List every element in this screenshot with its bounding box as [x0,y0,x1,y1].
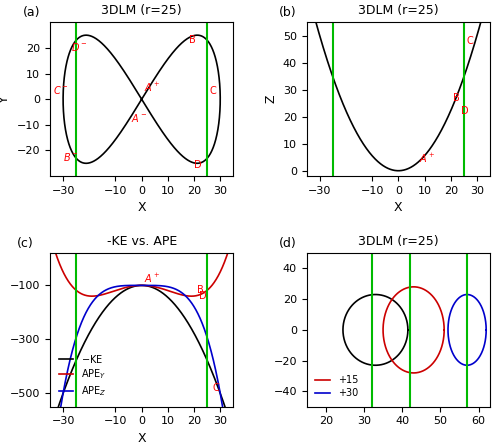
Text: D: D [194,160,202,170]
APE$_Z$ [138,283,144,288]
Text: $A^+$: $A^+$ [144,80,160,93]
Text: $B^-$: $B^-$ [63,151,79,163]
Text: D: D [200,291,207,301]
APE$_Y$ [190,293,196,299]
Line: APE$_Y$: APE$_Y$ [55,252,228,296]
APE$_Z$ [52,441,58,446]
Line: $-$KE: $-$KE [55,285,228,416]
APE$_Y$ [187,294,193,299]
Text: $D^-$: $D^-$ [71,41,88,53]
$-$KE [128,285,134,290]
Text: (c): (c) [17,237,34,250]
Text: C: C [210,86,216,96]
Text: C: C [212,383,219,392]
Text: $A^-$: $A^-$ [131,112,148,124]
APE$_Y$ [128,283,134,289]
Title: 3DLM (r=25): 3DLM (r=25) [358,235,438,248]
APE$_Z$ [128,283,134,288]
Y-axis label: APE: APE [0,318,4,342]
Text: $A^+$: $A^+$ [420,152,436,164]
Title: 3DLM (r=25): 3DLM (r=25) [358,4,438,17]
$-$KE [171,301,177,307]
X-axis label: X: X [394,202,402,215]
Title: 3DLM (r=25): 3DLM (r=25) [102,4,182,17]
APE$_Z$ [171,286,177,291]
APE$_Z$ [187,299,193,304]
$-$KE [122,287,128,293]
X-axis label: X: X [138,202,146,215]
$-$KE [70,365,76,371]
Title: -KE vs. APE: -KE vs. APE [106,235,177,248]
Text: C: C [466,36,473,46]
Text: (b): (b) [279,6,297,19]
APE$_Z$ [225,441,231,446]
Text: (a): (a) [22,6,40,19]
Y-axis label: Z: Z [264,95,278,104]
Y-axis label: Y: Y [0,95,11,103]
$-$KE [52,413,58,419]
$-$KE [187,324,193,329]
APE$_Y$ [225,249,231,255]
Text: (d): (d) [279,237,297,250]
APE$_Y$ [70,284,76,290]
X-axis label: X: X [138,432,146,445]
Text: D: D [461,106,469,116]
Text: $C^-$: $C^-$ [52,84,68,96]
APE$_Y$ [122,285,128,290]
APE$_Y$ [171,290,177,295]
APE$_Z$ [70,346,76,351]
Legend: +15, +30: +15, +30 [312,371,362,402]
$-$KE [190,329,196,335]
APE$_Z$ [122,283,128,288]
Text: B: B [454,93,460,102]
$-$KE [225,413,231,419]
Text: B: B [196,285,203,295]
Text: $A^+$: $A^+$ [144,272,160,286]
Text: B: B [189,35,196,45]
APE$_Z$ [190,303,196,308]
APE$_Y$ [89,294,95,299]
Legend: $-$KE, APE$_Y$, APE$_Z$: $-$KE, APE$_Y$, APE$_Z$ [55,349,110,402]
$-$KE [138,283,144,288]
APE$_Y$ [52,249,58,255]
Line: APE$_Z$: APE$_Z$ [55,285,228,443]
